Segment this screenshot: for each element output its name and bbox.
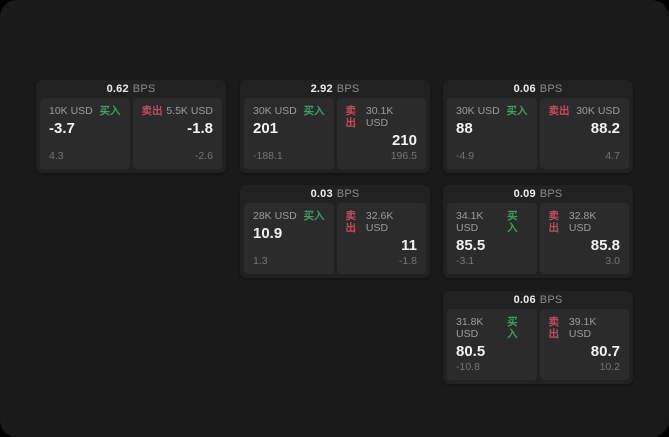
buy-price: -3.7	[49, 120, 75, 137]
buy-delta: -10.8	[456, 361, 480, 373]
buy-side-label: 买入	[506, 105, 528, 117]
spread-header: 0.09 BPS	[443, 185, 633, 203]
spread-bps-unit: BPS	[132, 83, 156, 95]
spread-bps-value: 0.03	[310, 188, 333, 200]
spread-bps-value: 0.06	[513, 83, 536, 95]
buy-delta: -4.9	[456, 150, 475, 162]
sell-side-label: 卖出	[548, 105, 570, 117]
quote-panels: 34.1K USD 买入 85.5 -3.1 卖出 32.8K USD 85.8…	[443, 203, 633, 278]
sell-quote-button[interactable]: 卖出 30.1K USD 210 196.5	[336, 98, 426, 169]
spread-bps-unit: BPS	[539, 294, 563, 306]
buy-size-label: 31.8K USD	[456, 316, 484, 340]
buy-quote-button[interactable]: 30K USD 买入 88 -4.9	[447, 98, 537, 169]
sell-price: 210	[391, 132, 417, 149]
sell-delta: 196.5	[390, 150, 417, 162]
buy-side-label: 买入	[507, 316, 518, 340]
quote-panels: 30K USD 买入 88 -4.9 卖出 30K USD 88.2 4.7	[443, 98, 633, 173]
spread-bps-unit: BPS	[539, 188, 563, 200]
buy-delta: -3.1	[456, 255, 475, 267]
buy-delta: -188.1	[253, 150, 283, 162]
sell-size-label: 32.6K USD	[365, 210, 394, 234]
spread-bps-value: 0.62	[106, 83, 129, 95]
sell-size-label: 30.1K USD	[365, 105, 394, 129]
sell-price: 85.8	[590, 237, 620, 254]
sell-side-label: 卖出	[345, 210, 357, 234]
spread-header: 0.06 BPS	[443, 80, 633, 98]
sell-size-label: 30K USD	[576, 105, 620, 117]
sell-quote-button[interactable]: 卖出 39.1K USD 80.7 10.2	[539, 309, 629, 380]
spread-header: 2.92 BPS	[240, 80, 430, 98]
sell-size-label: 5.5K USD	[166, 105, 213, 117]
buy-size-label: 34.1K USD	[456, 210, 484, 234]
buy-side-label: 买入	[303, 105, 325, 117]
buy-quote-button[interactable]: 31.8K USD 买入 80.5 -10.8	[447, 309, 537, 380]
sell-price: -1.8	[187, 120, 213, 137]
pricing-tile: 0.06 BPS 31.8K USD 买入 80.5 -10.8 卖出 39.1…	[443, 291, 633, 384]
buy-delta: 4.3	[49, 150, 64, 162]
buy-side-label: 买入	[99, 105, 121, 117]
sell-side-label: 卖出	[141, 105, 163, 117]
buy-price: 85.5	[456, 237, 486, 254]
sell-side-label: 卖出	[548, 316, 560, 340]
buy-size-label: 10K USD	[49, 105, 93, 117]
spread-header: 0.62 BPS	[36, 80, 226, 98]
sell-price: 88.2	[590, 120, 620, 137]
sell-quote-button[interactable]: 卖出 30K USD 88.2 4.7	[539, 98, 629, 169]
pricing-tile: 0.62 BPS 10K USD 买入 -3.7 4.3 卖出 5.5K USD…	[36, 80, 226, 173]
buy-price: 88	[456, 120, 473, 137]
pricing-tile: 0.03 BPS 28K USD 买入 10.9 1.3 卖出 32.6K US…	[240, 185, 430, 278]
sell-price: 80.7	[590, 343, 620, 360]
sell-side-label: 卖出	[345, 105, 357, 129]
spread-bps-value: 0.06	[513, 294, 536, 306]
pricing-tile: 2.92 BPS 30K USD 买入 201 -188.1 卖出 30.1K …	[240, 80, 430, 173]
quote-panels: 30K USD 买入 201 -188.1 卖出 30.1K USD 210 1…	[240, 98, 430, 173]
spread-bps-unit: BPS	[336, 188, 360, 200]
buy-price: 201	[253, 120, 279, 137]
spread-bps-value: 2.92	[310, 83, 333, 95]
sell-quote-button[interactable]: 卖出 32.6K USD 11 -1.8	[336, 203, 426, 274]
pricing-tile: 0.09 BPS 34.1K USD 买入 85.5 -3.1 卖出 32.8K…	[443, 185, 633, 278]
buy-quote-button[interactable]: 28K USD 买入 10.9 1.3	[244, 203, 334, 274]
sell-quote-button[interactable]: 卖出 5.5K USD -1.8 -2.6	[132, 98, 222, 169]
pricing-tile: 0.06 BPS 30K USD 买入 88 -4.9 卖出 30K USD 8…	[443, 80, 633, 173]
sell-quote-button[interactable]: 卖出 32.8K USD 85.8 3.0	[539, 203, 629, 274]
sell-size-label: 32.8K USD	[568, 210, 597, 234]
buy-size-label: 30K USD	[456, 105, 500, 117]
buy-quote-button[interactable]: 10K USD 买入 -3.7 4.3	[40, 98, 130, 169]
quote-panels: 31.8K USD 买入 80.5 -10.8 卖出 39.1K USD 80.…	[443, 309, 633, 384]
spread-header: 0.06 BPS	[443, 291, 633, 309]
spread-bps-unit: BPS	[539, 83, 563, 95]
spread-bps-unit: BPS	[336, 83, 360, 95]
sell-delta: -2.6	[194, 150, 213, 162]
quote-panels: 28K USD 买入 10.9 1.3 卖出 32.6K USD 11 -1.8	[240, 203, 430, 278]
buy-side-label: 买入	[507, 210, 518, 234]
sell-side-label: 卖出	[548, 210, 560, 234]
quote-panels: 10K USD 买入 -3.7 4.3 卖出 5.5K USD -1.8 -2.…	[36, 98, 226, 173]
spread-bps-value: 0.09	[513, 188, 536, 200]
buy-quote-button[interactable]: 30K USD 买入 201 -188.1	[244, 98, 334, 169]
buy-price: 80.5	[456, 343, 486, 360]
buy-price: 10.9	[253, 225, 283, 242]
sell-price: 11	[401, 237, 417, 254]
buy-quote-button[interactable]: 34.1K USD 买入 85.5 -3.1	[447, 203, 537, 274]
spread-header: 0.03 BPS	[240, 185, 430, 203]
sell-delta: 4.7	[605, 150, 620, 162]
sell-delta: 10.2	[599, 361, 620, 373]
buy-size-label: 30K USD	[253, 105, 297, 117]
sell-delta: 3.0	[605, 255, 620, 267]
sell-size-label: 39.1K USD	[568, 316, 597, 340]
sell-delta: -1.8	[398, 255, 417, 267]
buy-delta: 1.3	[253, 255, 268, 267]
buy-size-label: 28K USD	[253, 210, 297, 222]
buy-side-label: 买入	[303, 210, 325, 222]
